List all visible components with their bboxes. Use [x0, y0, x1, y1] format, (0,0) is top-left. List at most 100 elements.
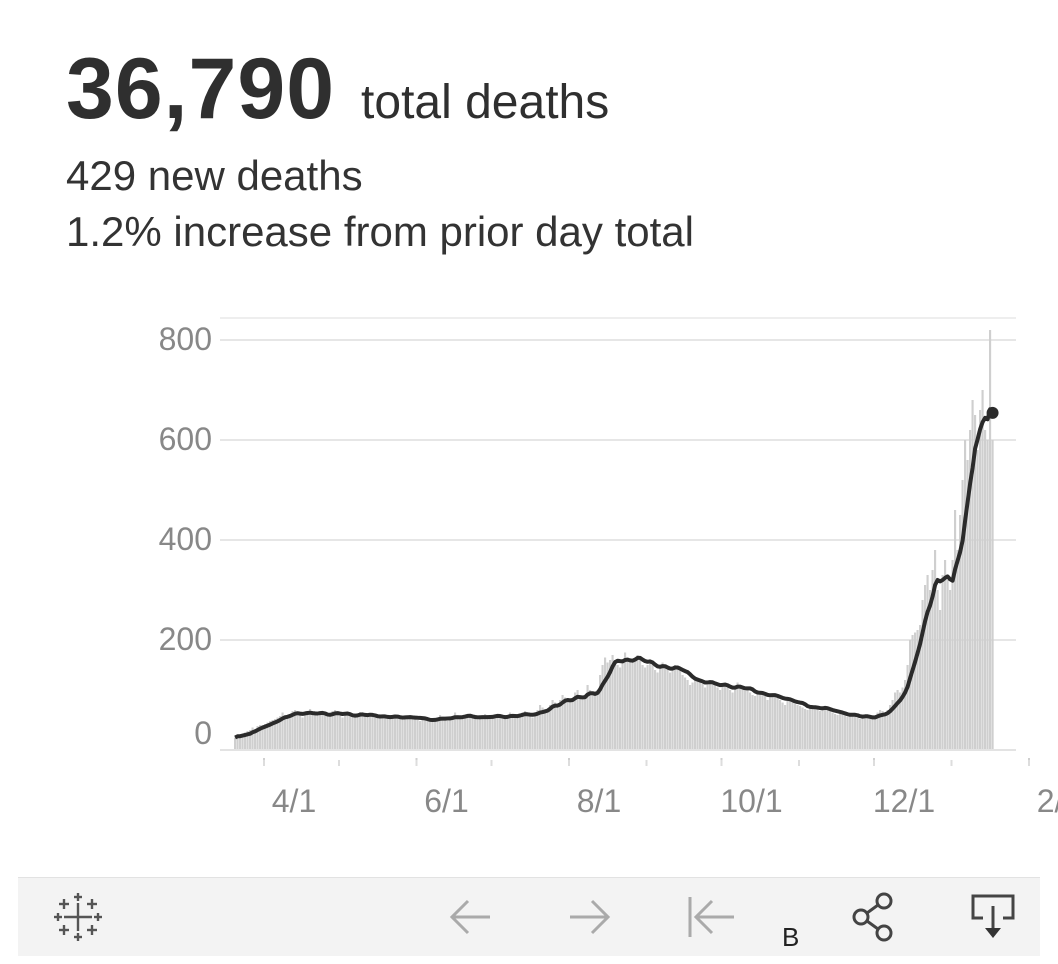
bar	[356, 714, 359, 750]
bar	[901, 687, 904, 750]
bar	[559, 700, 562, 750]
bar	[826, 709, 829, 750]
bar	[876, 712, 879, 750]
bar	[814, 706, 817, 750]
bar	[841, 712, 844, 750]
redo-icon[interactable]	[566, 878, 614, 956]
bar	[816, 709, 819, 750]
bar	[739, 686, 742, 750]
bar	[369, 715, 372, 750]
bar	[861, 717, 864, 750]
bar	[309, 709, 312, 750]
revert-icon[interactable]	[684, 878, 738, 956]
bar	[709, 680, 712, 750]
bar	[894, 692, 897, 750]
new-deaths-text: 429 new deaths	[66, 152, 363, 199]
bar	[891, 700, 894, 750]
bar	[821, 710, 824, 750]
bar	[616, 665, 619, 750]
y-tick-label: 800	[159, 321, 212, 357]
bar	[374, 717, 377, 750]
bar	[366, 717, 369, 750]
bar	[856, 717, 859, 750]
bar	[954, 510, 957, 750]
bar	[586, 685, 589, 750]
bar	[289, 714, 292, 750]
bar	[529, 716, 532, 750]
bar	[774, 694, 777, 750]
bar	[489, 717, 492, 750]
bar	[966, 460, 969, 750]
bar	[536, 710, 539, 750]
bar	[421, 719, 424, 750]
bar	[451, 716, 454, 750]
tableau-logo-icon[interactable]	[48, 878, 108, 956]
bar	[464, 717, 467, 750]
bar	[769, 697, 772, 750]
bar	[796, 705, 799, 750]
bar	[811, 705, 814, 750]
bar	[764, 696, 767, 750]
bar	[326, 717, 329, 750]
bar	[271, 720, 274, 750]
bar	[399, 719, 402, 750]
bar	[446, 721, 449, 750]
bar	[869, 717, 872, 750]
bar	[484, 714, 487, 750]
bar	[584, 697, 587, 750]
bar	[299, 715, 302, 750]
bar	[734, 687, 737, 750]
bar	[696, 677, 699, 750]
bar	[241, 734, 244, 750]
bar	[804, 709, 807, 750]
bar	[501, 719, 504, 750]
bar	[809, 707, 812, 750]
bar	[929, 590, 932, 750]
bar	[649, 660, 652, 750]
bar	[646, 665, 649, 750]
bar	[636, 655, 639, 750]
bar	[624, 652, 627, 750]
bar	[641, 665, 644, 750]
bar	[866, 716, 869, 750]
bar	[469, 715, 472, 750]
download-icon[interactable]	[968, 878, 1018, 956]
bar	[549, 705, 552, 750]
bar	[701, 684, 704, 750]
bar	[851, 714, 854, 750]
bar	[494, 716, 497, 750]
bar	[424, 718, 427, 750]
bar	[824, 707, 827, 750]
bar	[674, 665, 677, 750]
bar	[336, 712, 339, 750]
average-line	[234, 407, 995, 740]
bar	[829, 711, 832, 750]
bar	[899, 692, 902, 750]
bar	[401, 720, 404, 750]
bar	[306, 711, 309, 750]
bar	[654, 670, 657, 750]
bar	[846, 717, 849, 750]
bar	[744, 691, 747, 750]
bar	[671, 670, 674, 750]
bar	[934, 550, 937, 750]
bar	[691, 682, 694, 750]
undo-icon[interactable]	[446, 878, 494, 956]
share-icon[interactable]	[848, 878, 898, 956]
bar	[949, 590, 952, 750]
bar	[461, 719, 464, 750]
bar	[246, 731, 249, 750]
bar	[394, 715, 397, 750]
bar	[381, 715, 384, 750]
bar	[591, 692, 594, 750]
bar	[359, 712, 362, 750]
bar	[371, 716, 374, 750]
bar	[926, 575, 929, 750]
bar	[516, 717, 519, 750]
bar	[419, 721, 422, 750]
bar	[779, 700, 782, 750]
bar	[749, 692, 752, 750]
bar	[379, 716, 382, 750]
bar	[566, 700, 569, 750]
bar	[349, 716, 352, 750]
